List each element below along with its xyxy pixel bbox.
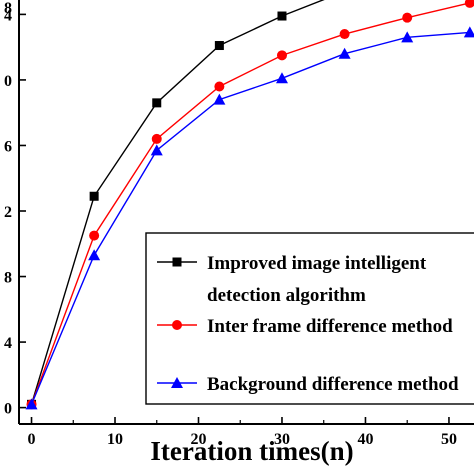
y-tick-label: 6 [4,138,12,155]
y-tick-label: 4 [4,7,12,24]
data-point [277,11,287,21]
x-tick-label: 10 [107,431,123,448]
legend-label: Improved image intelligent [207,253,427,274]
data-point [89,230,100,241]
data-point [150,144,163,156]
data-point [213,93,226,105]
legend-swatch-marker [172,320,182,330]
y-tick-label: 0 [4,401,12,418]
legend-label: Background difference method [207,374,459,395]
data-point [89,191,99,201]
y-tick-label: 0 [4,73,12,90]
data-point [214,81,225,92]
data-point [25,398,38,410]
data-point [464,0,474,8]
y-tick-label: 8 [4,270,12,287]
series-3 [25,26,474,410]
y-tick-label: 4 [4,335,12,352]
data-point [275,72,288,84]
x-tick-label: 0 [28,431,36,448]
legend: Improved image intelligent detection algo… [145,232,474,405]
series-line [30,0,325,405]
series-layer [25,0,474,410]
data-point [463,26,474,38]
legend-swatch-marker [172,257,182,267]
data-point [151,133,162,144]
data-point [214,41,224,51]
data-point [402,12,413,23]
legend-label: detection algorithm [207,285,366,306]
legend-box [145,232,474,405]
data-point [276,50,287,61]
x-tick-label: 40 [357,431,373,448]
data-point [339,29,350,40]
data-point [338,47,351,59]
series-line [30,2,470,405]
data-point [401,31,414,43]
legend-swatch-marker [171,377,183,388]
data-point [88,249,101,261]
series-2 [26,0,474,410]
x-tick-label: 50 [441,431,457,448]
x-tick-label: 20 [190,431,206,448]
y-tick-label: 2 [4,204,12,221]
y-tick-label: 8 [4,0,12,17]
x-tick-label: 30 [274,431,290,448]
data-point [152,98,162,108]
x-axis-title: Iteration times(n) [150,436,353,466]
legend-label: Inter frame difference method [207,316,453,337]
series-line [30,31,470,405]
